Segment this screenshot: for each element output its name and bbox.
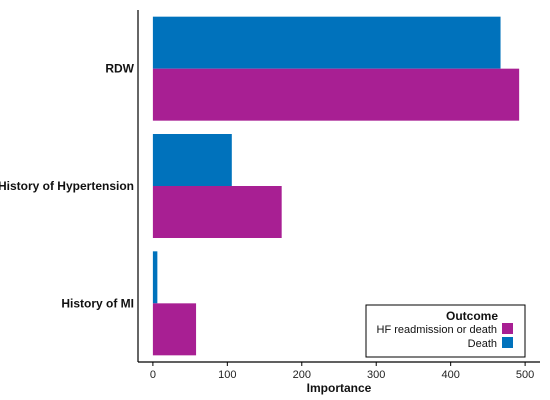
bar-death-2 [152, 251, 158, 304]
x-tick-label-4: 400 [441, 369, 459, 381]
category-label-2: History of MI [61, 296, 134, 310]
bars-group [152, 16, 520, 356]
legend-label-death: Death [468, 338, 497, 350]
bar-hf-readmission-2 [152, 303, 197, 356]
x-tick-label-3: 300 [367, 369, 385, 381]
bar-hf-readmission-0 [152, 68, 520, 121]
bar-death-0 [152, 16, 501, 69]
x-axis-ticks: 0 100 200 300 400 500 [150, 362, 534, 381]
legend-box [365, 304, 526, 358]
x-tick-label-5: 500 [516, 369, 534, 381]
x-tick-label-1: 100 [218, 369, 236, 381]
category-label-0: RDW [105, 62, 134, 76]
legend-swatch-death [502, 337, 513, 348]
category-label-1: History of Hypertension [0, 179, 134, 193]
legend: Outcome HF readmission or death Death [365, 304, 526, 358]
x-tick-label-2: 200 [293, 369, 311, 381]
x-axis-title: Importance [307, 381, 372, 395]
legend-title: Outcome [446, 309, 498, 323]
legend-label-hf: HF readmission or death [377, 324, 497, 336]
bar-death-1 [152, 134, 232, 186]
bar-hf-readmission-1 [152, 186, 282, 238]
x-tick-label-0: 0 [150, 369, 156, 381]
legend-swatch-hf [502, 323, 513, 334]
category-labels: RDW History of Hypertension History of MI [0, 62, 135, 311]
